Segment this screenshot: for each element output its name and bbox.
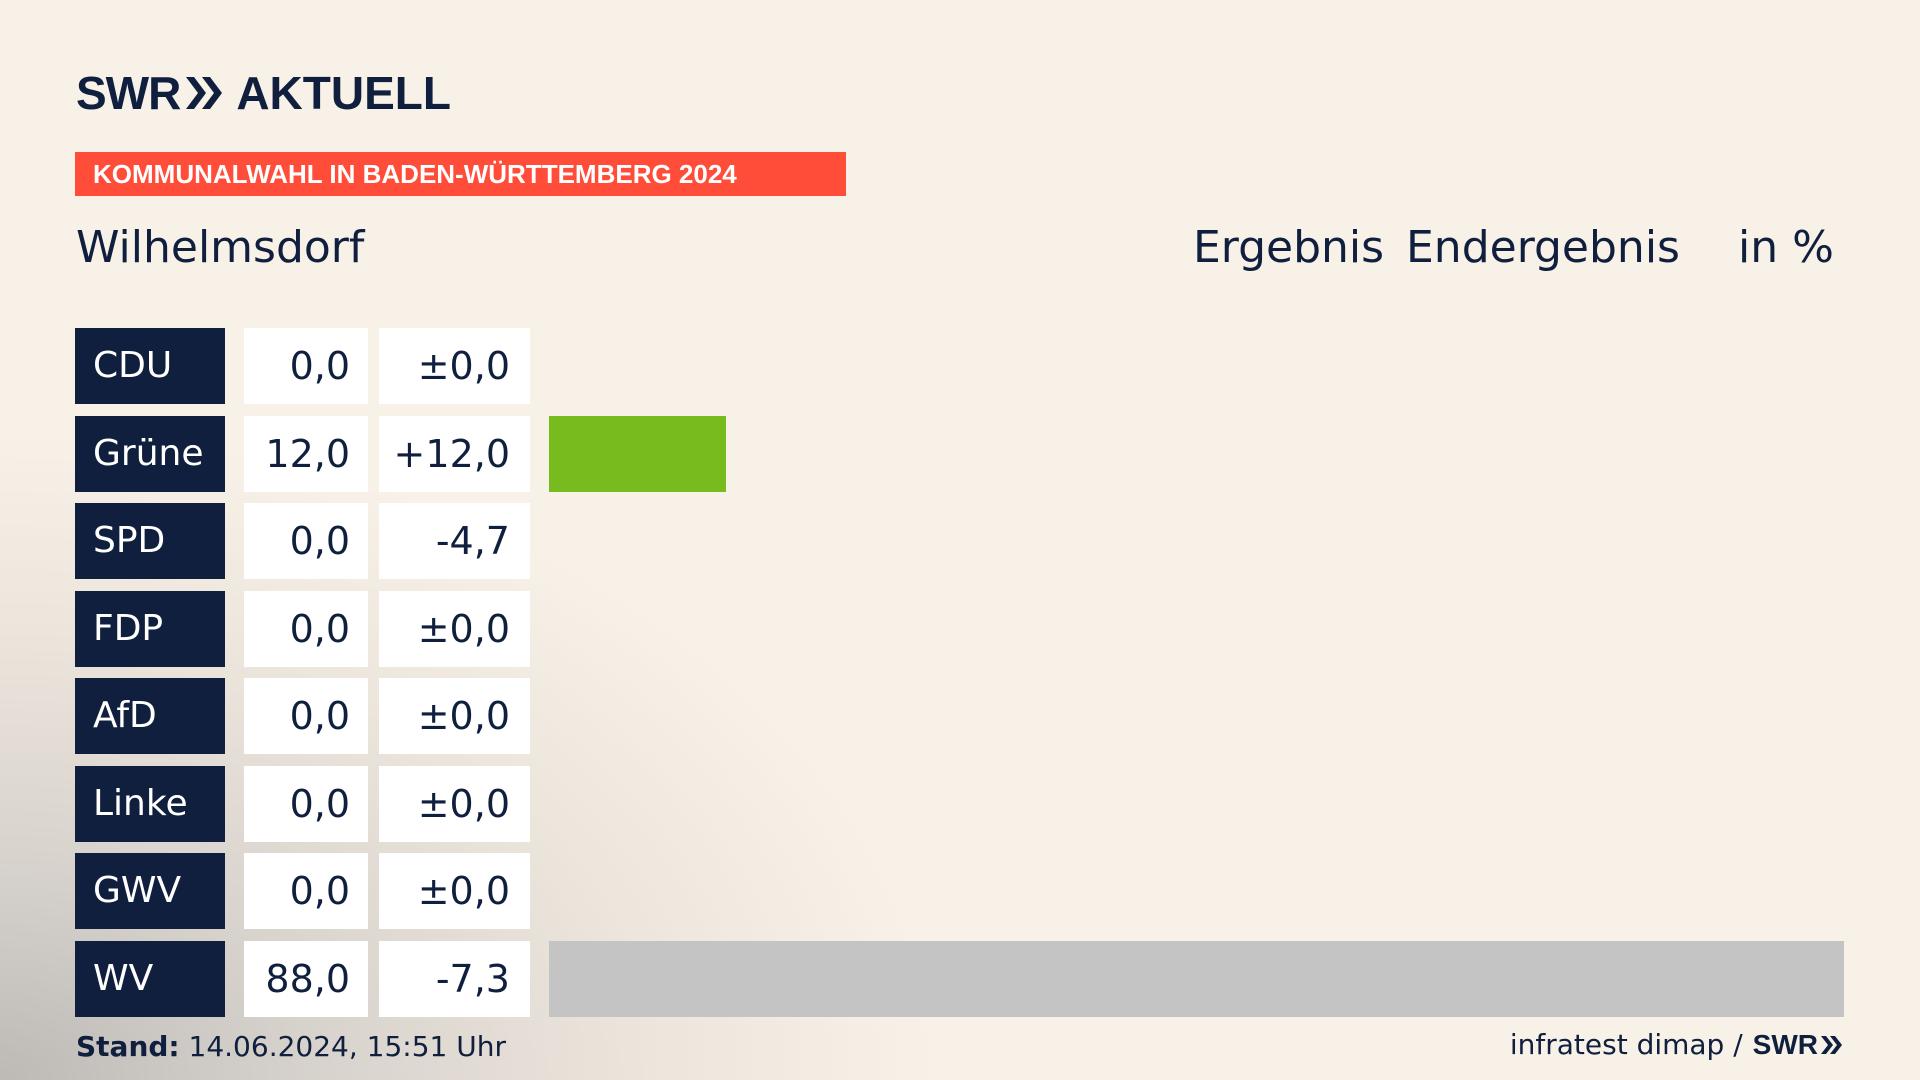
logo-aktuell-text: AKTUELL [236, 67, 451, 119]
vote-share-change: +12,0 [379, 416, 530, 492]
result-row: FDP 0,0 ±0,0 [0, 591, 1920, 667]
source-credit: infratest dimap / SWR [1510, 1028, 1844, 1061]
party-label: Grüne [75, 416, 225, 492]
source-text: infratest dimap / [1509, 1028, 1743, 1061]
vote-share-change: ±0,0 [379, 853, 530, 929]
party-label: GWV [75, 853, 225, 929]
party-label: FDP [75, 591, 225, 667]
vote-share-value: 0,0 [244, 591, 368, 667]
vote-share-value: 0,0 [244, 853, 368, 929]
column-header-status: Endergebnis [1406, 222, 1680, 273]
vote-share-value: 0,0 [244, 678, 368, 754]
party-label: WV [75, 941, 225, 1017]
vote-share-change: ±0,0 [379, 766, 530, 842]
vote-share-value: 88,0 [244, 941, 368, 1017]
result-row: AfD 0,0 ±0,0 [0, 678, 1920, 754]
footer-swr-text: SWR [1752, 1028, 1818, 1060]
result-row: Grüne 12,0 +12,0 [0, 416, 1920, 492]
column-header-result: Ergebnis [1193, 222, 1385, 273]
vote-share-value: 0,0 [244, 328, 368, 404]
double-chevron-icon [186, 77, 223, 109]
vote-share-change: ±0,0 [379, 678, 530, 754]
vote-share-change: -7,3 [379, 941, 530, 1017]
timestamp-label: Stand: [76, 1030, 180, 1063]
result-row: WV 88,0 -7,3 [0, 941, 1920, 1017]
party-label: SPD [75, 503, 225, 579]
result-bar [549, 941, 1844, 1017]
result-row: CDU 0,0 ±0,0 [0, 328, 1920, 404]
vote-share-value: 12,0 [244, 416, 368, 492]
party-label: AfD [75, 678, 225, 754]
result-row: Linke 0,0 ±0,0 [0, 766, 1920, 842]
vote-share-change: ±0,0 [379, 591, 530, 667]
result-row: GWV 0,0 ±0,0 [0, 853, 1920, 929]
timestamp-value: 14.06.2024, 15:51 Uhr [188, 1030, 506, 1063]
double-chevron-icon [1821, 1035, 1842, 1054]
election-banner: KOMMUNALWAHL IN BADEN-WÜRTTEMBERG 2024 [75, 152, 846, 196]
vote-share-change: -4,7 [379, 503, 530, 579]
swr-aktuell-logo: SWR AKTUELL [76, 67, 451, 119]
place-title: Wilhelmsdorf [76, 222, 365, 273]
vote-share-change: ±0,0 [379, 328, 530, 404]
vote-share-value: 0,0 [244, 766, 368, 842]
timestamp: Stand: 14.06.2024, 15:51 Uhr [76, 1030, 506, 1063]
party-label: CDU [75, 328, 225, 404]
vote-share-value: 0,0 [244, 503, 368, 579]
party-label: Linke [75, 766, 225, 842]
result-row: SPD 0,0 -4,7 [0, 503, 1920, 579]
result-bar [549, 416, 726, 492]
logo-swr-text: SWR [76, 67, 181, 119]
column-header-unit: in % [1738, 222, 1834, 273]
